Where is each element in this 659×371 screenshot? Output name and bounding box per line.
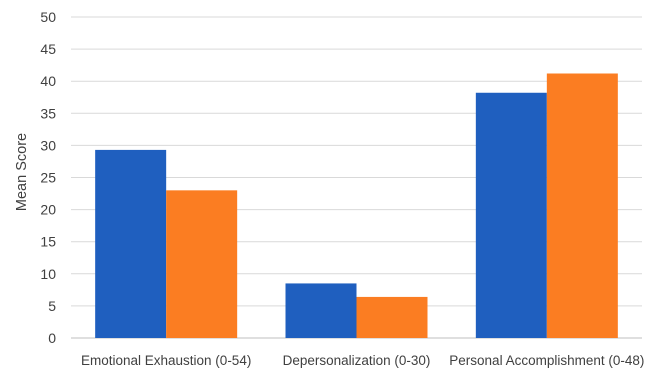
- bar: [475, 92, 547, 338]
- y-tick-label: 45: [40, 41, 56, 57]
- y-tick-label: 20: [40, 202, 56, 218]
- category-label: Depersonalization (0-30): [283, 353, 431, 368]
- category-label: Personal Accomplishment (0-48): [449, 353, 644, 368]
- bar: [546, 73, 618, 338]
- y-tick-label: 0: [48, 330, 56, 346]
- bar: [95, 149, 167, 338]
- y-tick-label: 50: [40, 9, 56, 25]
- bar: [166, 190, 238, 338]
- category-labels: Emotional Exhaustion (0-54) Depersonaliza…: [81, 353, 644, 368]
- y-tick-label: 25: [40, 170, 56, 186]
- y-tick-label: 10: [40, 266, 56, 282]
- bar: [285, 283, 357, 338]
- bar-layer: [95, 73, 618, 338]
- y-tick-label: 30: [40, 137, 56, 153]
- y-tick-labels: 0 5 10 15 20 25 30 35 40 45 50: [40, 9, 56, 346]
- bar: [356, 296, 428, 338]
- y-axis-title: Mean Score: [14, 133, 30, 211]
- y-tick-label: 15: [40, 234, 56, 250]
- y-tick-label: 40: [40, 73, 56, 89]
- category-label: Emotional Exhaustion (0-54): [81, 353, 251, 368]
- y-tick-label: 5: [48, 298, 56, 314]
- y-tick-label: 35: [40, 105, 56, 121]
